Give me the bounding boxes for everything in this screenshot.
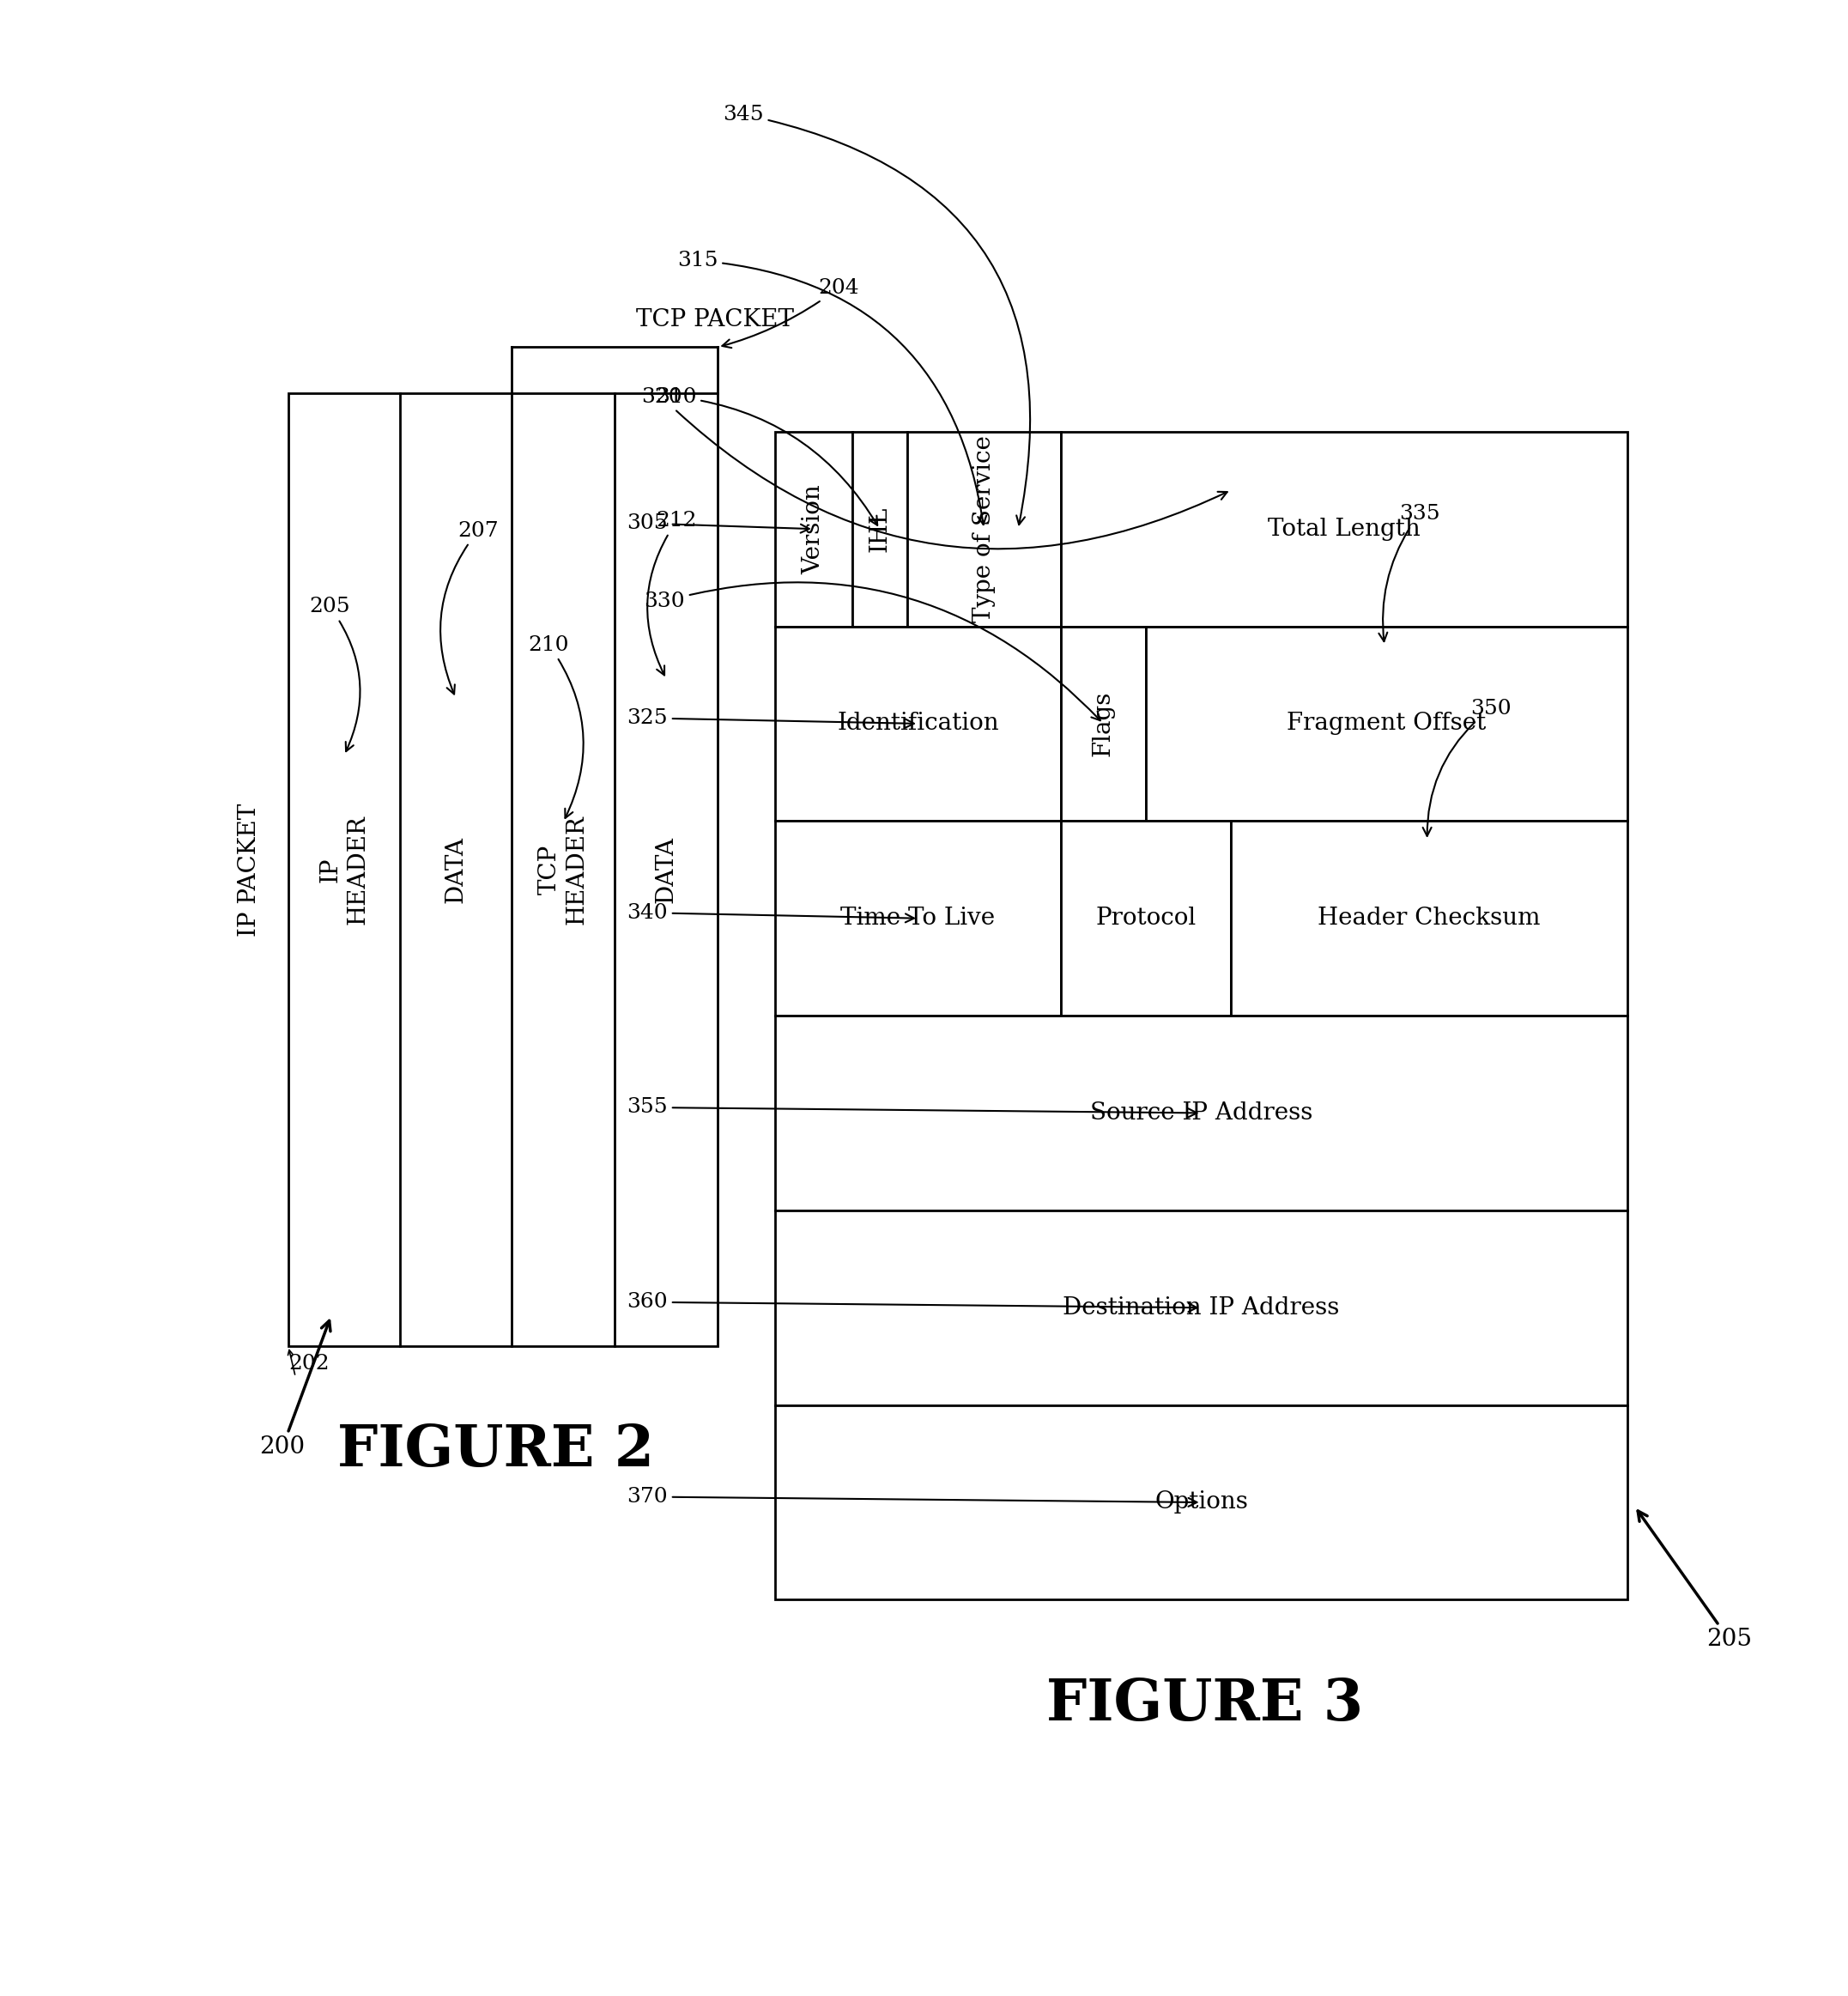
Text: 350: 350: [1423, 699, 1512, 836]
Text: Source IP Address: Source IP Address: [1090, 1102, 1312, 1124]
Text: Destination IP Address: Destination IP Address: [1063, 1295, 1340, 1319]
Text: Options: Options: [1155, 1491, 1247, 1513]
Bar: [776, 1405, 1628, 1599]
Text: 360: 360: [626, 1291, 1198, 1311]
Bar: [1231, 820, 1628, 1016]
Text: Fragment Offset: Fragment Offset: [1286, 713, 1486, 735]
Bar: [907, 431, 1061, 627]
Text: Flags: Flags: [1092, 691, 1114, 756]
Text: 200: 200: [259, 1321, 331, 1459]
Text: 355: 355: [626, 1098, 1198, 1118]
Text: Header Checksum: Header Checksum: [1318, 906, 1541, 930]
Bar: [1146, 627, 1628, 820]
Text: 202: 202: [288, 1353, 329, 1373]
Text: 370: 370: [626, 1487, 1198, 1507]
Text: Identification: Identification: [837, 713, 1000, 735]
Text: IHL: IHL: [869, 507, 891, 551]
Bar: [852, 431, 907, 627]
Text: 204: 204: [723, 277, 859, 347]
Bar: [1061, 820, 1231, 1016]
Bar: [288, 393, 717, 1345]
Bar: [776, 431, 852, 627]
Text: 335: 335: [1379, 503, 1440, 641]
Text: Protocol: Protocol: [1096, 906, 1196, 930]
Text: FIGURE 2: FIGURE 2: [338, 1423, 654, 1479]
Text: Total Length: Total Length: [1268, 517, 1421, 541]
Text: TCP PACKET: TCP PACKET: [636, 309, 795, 331]
Text: 315: 315: [676, 251, 987, 525]
Text: 210: 210: [529, 635, 584, 818]
Bar: [776, 627, 1061, 820]
Text: 212: 212: [647, 511, 697, 675]
Bar: [776, 1016, 1628, 1210]
Text: 325: 325: [626, 709, 915, 729]
Bar: [776, 1210, 1628, 1405]
Text: FIGURE 3: FIGURE 3: [1046, 1677, 1364, 1733]
Text: 330: 330: [645, 583, 1100, 721]
Text: TCP
HEADER: TCP HEADER: [538, 814, 588, 924]
Text: 305: 305: [626, 513, 809, 533]
Text: Time To Live: Time To Live: [841, 906, 996, 930]
Text: 340: 340: [626, 902, 915, 922]
Text: IP PACKET: IP PACKET: [238, 802, 261, 936]
Text: 207: 207: [440, 521, 499, 695]
Bar: [1061, 627, 1146, 820]
Text: IP
HEADER: IP HEADER: [320, 814, 370, 924]
Text: DATA: DATA: [444, 836, 468, 902]
Text: Version: Version: [802, 483, 826, 575]
Bar: [776, 820, 1061, 1016]
Text: 205: 205: [1637, 1511, 1752, 1651]
Text: 310: 310: [656, 387, 878, 525]
Text: 345: 345: [723, 104, 1029, 525]
Bar: [1061, 431, 1628, 627]
Text: Type of Service: Type of Service: [972, 435, 996, 623]
Text: 205: 205: [309, 597, 360, 750]
Text: DATA: DATA: [654, 836, 678, 902]
Text: 320: 320: [641, 387, 1227, 549]
